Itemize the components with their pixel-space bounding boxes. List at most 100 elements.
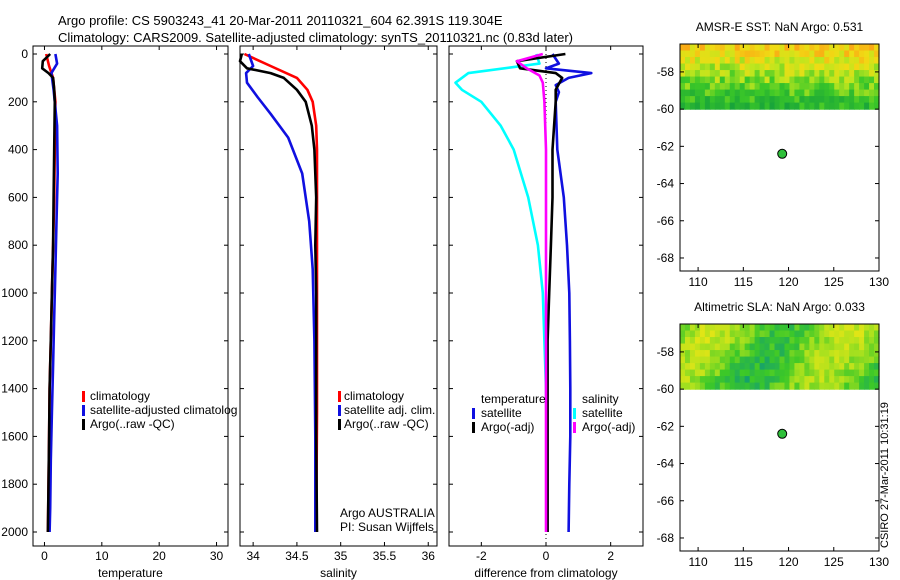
sst-map-field-cell [844,96,850,104]
sla-map-field-cell [844,356,850,364]
sla-map-field-cell [809,376,815,384]
sst-map-field-cell [819,70,825,78]
sst-map-field-cell [804,89,810,97]
sst-map-field-cell [829,83,835,91]
sst-map-field-cell [844,83,850,91]
sla-map-field-cell [769,376,776,384]
sst-map-field-cell [809,63,815,71]
sst-map-field-cell [680,83,686,91]
sla-map-field-cell [814,382,820,390]
sst-map-field-cell [829,70,835,78]
sst-map-field-cell [714,83,721,91]
sla-map-field-cell [774,350,781,358]
sla-map-field-cell [864,376,870,384]
sla-map-field-cell [699,369,706,377]
sst-map-frame [679,43,880,272]
sla-map-field-cell [829,324,835,332]
sst-map-field-cell [834,96,840,104]
sst-map-field-cell [844,63,850,71]
sla-map-field-cell [809,330,815,338]
sst-map-field-cell [864,44,870,52]
sla-map-field-cell [784,382,791,390]
temperature-legend-swatch [82,391,85,402]
sla-map-field-cell [694,343,701,351]
sst-map-field-cell [684,89,691,97]
sst-map-field-cell [724,63,731,71]
sst-map-field-cell [874,76,880,84]
sst-map-field-cell [709,89,716,97]
sst-map-field-cell [844,76,850,84]
sla-map-ytick-label: -60 [657,382,675,396]
sla-map-field-cell [684,382,691,390]
sst-map-field-cell [709,70,716,78]
sst-map-field-cell [684,76,691,84]
sst-map-field-cell [799,70,805,78]
sst-map-field-cell [694,96,701,104]
sla-map-field-cell [834,350,840,358]
sst-map-field-cell [754,57,761,65]
sla-map-field-cell [829,356,835,364]
sst-map-field-cell [769,76,776,84]
sla-map-field-cell [704,382,711,390]
sla-map-field-cell [699,350,706,358]
sst-map-field-cell [779,96,786,104]
sla-map-field [680,324,880,390]
sst-map-field-cell [739,57,746,65]
sla-map-field-cell [704,363,711,371]
sst-map-xtick-label: 115 [734,275,753,289]
sla-map-field-cell [819,324,825,332]
sla-map-field-cell [744,369,751,377]
sst-map-field-cell [779,83,786,91]
sst-map-field-cell [814,50,820,58]
sla-map-field-cell [824,369,830,377]
sst-map-field-cell [849,70,855,78]
sst-map-field-cell [699,70,706,78]
sla-map-field-cell [779,343,786,351]
sla-map-field-cell [734,356,741,364]
temperature-ytick-label: 400 [8,143,28,157]
sst-map-field-cell [779,102,786,110]
sla-map-field-cell [759,343,766,351]
sst-map-field-cell [714,96,721,104]
sst-map-field-cell [680,70,686,78]
sst-map-field-cell [809,76,815,84]
sla-map-field-cell [869,363,875,371]
sst-map-field-cell [704,70,711,78]
sla-map-field-cell [709,363,716,371]
sla-map-title: Altimetric SLA: NaN Argo: 0.033 [694,300,865,314]
sla-map-field-cell [774,324,781,332]
sla-map-field-cell [759,350,766,358]
sla-map-field-cell [744,337,751,345]
sst-map-field-cell [789,63,796,71]
sla-map-field-cell [869,350,875,358]
sla-map-field-cell [709,343,716,351]
sla-map-field-cell [689,369,696,377]
sst-map-field-cell [734,44,741,52]
sst-map-field-cell [689,44,696,52]
sst-map-field-cell [774,89,781,97]
timestamp-stamp: CSIRO 27-Mar-2011 10:31:19 [879,402,891,548]
sla-map-field-cell [729,376,736,384]
sst-map-field-cell [764,89,771,97]
sla-map-field-cell [829,350,835,358]
sst-map-field-cell [859,76,865,84]
sla-map-field-cell [869,330,875,338]
sst-map-field-cell [789,50,796,58]
sla-map-field-cell [829,343,835,351]
sst-map-field-cell [704,76,711,84]
sst-map-field-cell [794,89,800,97]
sla-map-field-cell [824,350,830,358]
sla-map-field-cell [804,343,810,351]
sla-map-field-cell [680,382,686,390]
sla-map-field-cell [814,376,820,384]
difference-legend-header-salinity: salinity [582,392,619,406]
sla-map-field-cell [784,350,791,358]
sst-map-field-cell [779,57,786,65]
sst-map-panel: AMSR-E SST: NaN Argo: 0.531 110 115 120 125 1… [657,20,890,289]
sst-map-field-cell [804,57,810,65]
sla-map-field-cell [809,343,815,351]
sla-map-field-cell [834,363,840,371]
sla-map-field-cell [749,363,756,371]
sla-map-field-cell [744,324,751,332]
sst-map-field-cell [680,63,686,71]
